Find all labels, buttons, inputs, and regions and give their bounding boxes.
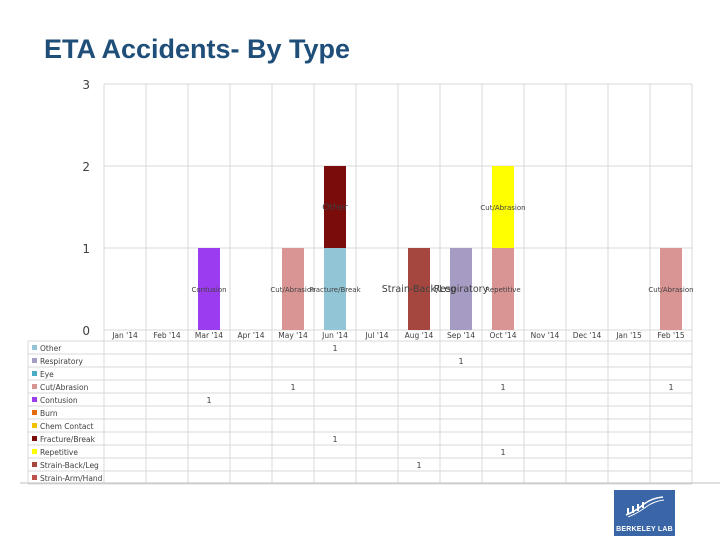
- bar-segment: [660, 248, 682, 330]
- x-tick-label: Feb '15: [657, 331, 684, 340]
- data-table: Jan '14 Feb '14 Mar '14 Apr '14 May '14 Jun '…: [27, 331, 692, 485]
- bar-annotation: Cut/Abrasion: [480, 204, 525, 212]
- bar-annotation: Repetitive: [485, 286, 520, 294]
- legend-swatch: [32, 423, 37, 428]
- table-cell-value: 1: [458, 357, 463, 366]
- legend-entry: Respiratory: [40, 357, 84, 366]
- bar-annotation: Contusion: [191, 286, 226, 294]
- x-tick-label: Dec '14: [573, 331, 602, 340]
- legend-entry: Repetitive: [40, 448, 78, 457]
- logo-text: BERKELEY LAB: [616, 526, 673, 533]
- y-tick-label: 2: [82, 160, 90, 174]
- bar-segment: [492, 166, 514, 248]
- bar-annotation: Cut/Abrasion: [648, 286, 693, 294]
- x-tick-label: May '14: [278, 331, 308, 340]
- bars-layer: [198, 166, 682, 330]
- x-tick-label: Sep '14: [447, 331, 475, 340]
- table-cell-value: 1: [500, 448, 505, 457]
- legend-entry: Contusion: [40, 396, 78, 405]
- bar-segment: [408, 248, 430, 330]
- legend-entry: Strain-Arm/Hand: [40, 474, 103, 483]
- x-tick-label: Mar '14: [195, 331, 223, 340]
- y-axis-ticks: 0 1 2 3: [82, 78, 90, 338]
- legend-swatch: [32, 371, 37, 376]
- x-tick-label: Oct '14: [490, 331, 517, 340]
- x-tick-label: Jun '14: [321, 331, 348, 340]
- bar-segment: [450, 248, 472, 330]
- bar-annotation: Cut/Abrasion: [270, 286, 315, 294]
- legend-swatch: [32, 462, 37, 467]
- table-cell-value: 1: [206, 396, 211, 405]
- legend-swatch: [32, 410, 37, 415]
- legend-entry: Chem Contact: [40, 422, 94, 431]
- table-cell-value: 1: [416, 461, 421, 470]
- x-tick-label: Jan '15: [615, 331, 642, 340]
- legend-swatch: [32, 384, 37, 389]
- bar-annotation: Other: [322, 203, 348, 213]
- legend-swatch: [32, 358, 37, 363]
- x-tick-label: Feb '14: [153, 331, 180, 340]
- y-tick-label: 3: [82, 78, 90, 92]
- berkeley-lab-logo-icon: [625, 496, 665, 518]
- x-tick-label: Apr '14: [238, 331, 265, 340]
- y-tick-label: 0: [82, 324, 90, 338]
- legend-swatch: [32, 436, 37, 441]
- bar-annotation: Fracture/Break: [309, 286, 361, 294]
- legend-entry: Other: [40, 344, 62, 353]
- y-tick-label: 1: [82, 242, 90, 256]
- table-cell-value: 1: [332, 344, 337, 353]
- table-cell-value: 1: [668, 383, 673, 392]
- berkeley-lab-logo: BERKELEY LAB: [614, 490, 675, 536]
- legend-swatch: [32, 475, 37, 480]
- table-cell-value: 1: [290, 383, 295, 392]
- x-tick-label: Jan '14: [111, 331, 138, 340]
- bar-segment: [282, 248, 304, 330]
- bar-segment: [324, 166, 346, 248]
- legend-swatch: [32, 345, 37, 350]
- legend-entry: Fracture/Break: [40, 435, 96, 444]
- legend-swatch: [32, 397, 37, 402]
- x-tick-label: Nov '14: [531, 331, 560, 340]
- page-title: ETA Accidents- By Type: [44, 34, 351, 64]
- legend-entry: Cut/Abrasion: [40, 383, 89, 392]
- table-cell-value: 1: [332, 435, 337, 444]
- bar-annotation: Respiratory: [434, 284, 489, 295]
- bar-segment: [198, 248, 220, 330]
- legend-entry: Burn: [40, 409, 58, 418]
- x-tick-label: Jul '14: [364, 331, 388, 340]
- bar-segment: [324, 248, 346, 330]
- legend-swatch: [32, 449, 37, 454]
- grid-layer: [20, 83, 720, 484]
- legend-entry: Eye: [40, 370, 54, 379]
- table-cell-value: 1: [500, 383, 505, 392]
- bar-annotation: Strain-Back/Leg: [382, 284, 457, 295]
- bar-segment: [492, 248, 514, 330]
- legend-entry: Strain-Back/Leg: [40, 461, 99, 470]
- x-tick-label: Aug '14: [405, 331, 434, 340]
